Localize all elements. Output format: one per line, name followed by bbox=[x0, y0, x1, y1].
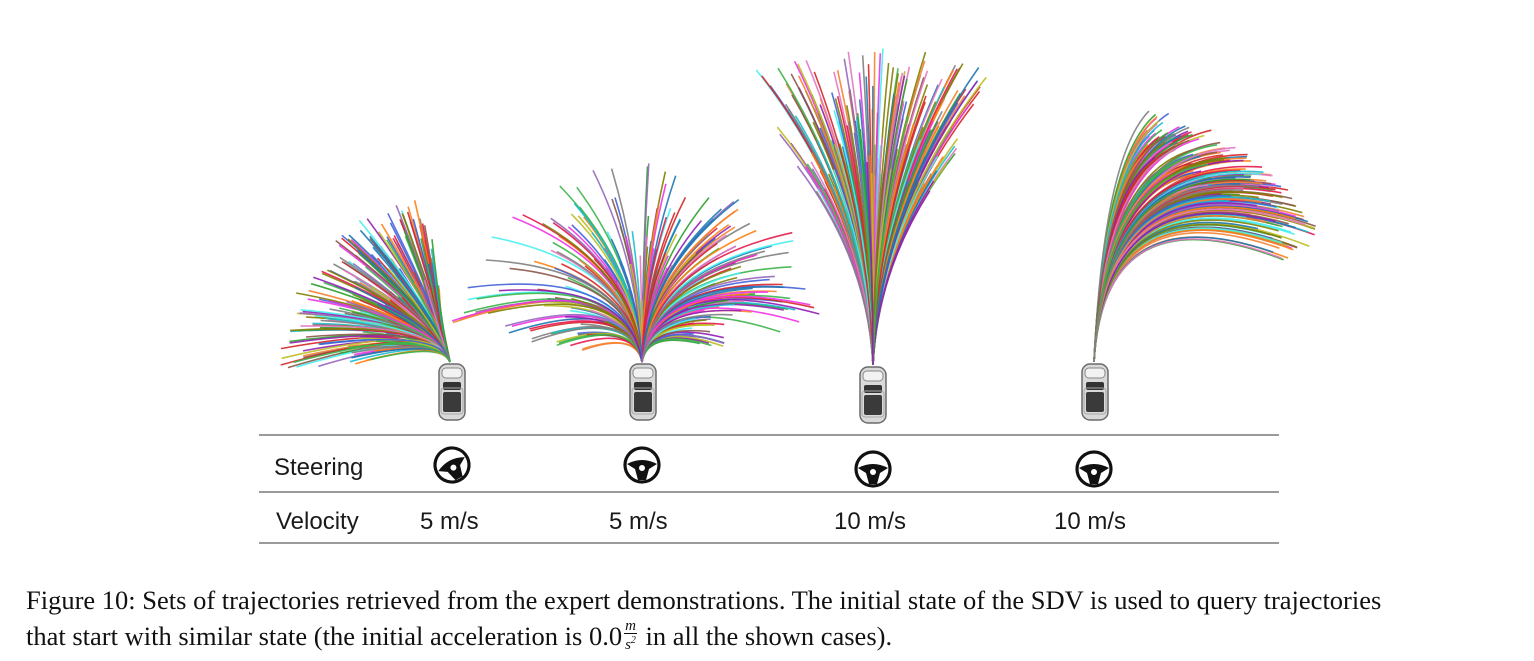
row-label-steering: Steering bbox=[274, 454, 363, 481]
trajectory-line bbox=[1093, 184, 1259, 363]
trajectory-line bbox=[641, 250, 766, 363]
velocity-value-1: 5 m/s bbox=[420, 508, 479, 535]
trajectory-line bbox=[641, 313, 733, 363]
trajectory-line bbox=[542, 222, 643, 363]
vehicle-1 bbox=[438, 363, 466, 421]
acceleration-unit: m s2 bbox=[624, 617, 637, 653]
trajectory-line bbox=[498, 289, 643, 363]
trajectory-line bbox=[1093, 135, 1166, 363]
trajectory-line bbox=[641, 295, 811, 363]
row-label-velocity: Velocity bbox=[276, 508, 359, 535]
trajectory-line bbox=[376, 340, 451, 363]
vehicle-2 bbox=[629, 363, 657, 421]
velocity-value-3: 10 m/s bbox=[834, 508, 906, 535]
trajectory-line bbox=[866, 161, 874, 366]
steering-wheel-straight-icon bbox=[623, 446, 661, 484]
trajectory-line bbox=[815, 190, 874, 366]
steering-wheel-straight-icon bbox=[1075, 450, 1113, 488]
caption-line-2-start: that start with similar state (the initi… bbox=[26, 621, 589, 651]
trajectory-figure: Steering Velocity 5 m/s 5 m/s 10 m/s 10 … bbox=[259, 48, 1316, 544]
trajectory-line bbox=[641, 216, 668, 363]
trajectory-line bbox=[558, 333, 643, 363]
steering-wheel-turned-left-icon bbox=[427, 440, 477, 490]
vehicle-3 bbox=[859, 366, 887, 424]
caption-line-2: that start with similar state (the initi… bbox=[26, 618, 1516, 655]
trajectory-line bbox=[813, 71, 874, 366]
trajectory-line bbox=[641, 218, 715, 363]
trajectory-line bbox=[872, 67, 895, 366]
figure-caption: Figure 10: Sets of trajectories retrieve… bbox=[26, 582, 1516, 655]
caption-line-2-end: in all the shown cases). bbox=[638, 621, 893, 651]
trajectory-line bbox=[619, 261, 643, 363]
trajectory-line bbox=[872, 115, 909, 366]
vehicle-4 bbox=[1081, 363, 1109, 421]
caption-line-1: Figure 10: Sets of trajectories retrieve… bbox=[26, 585, 1382, 615]
acceleration-value: 0.0 bbox=[588, 621, 623, 651]
steering-wheel-straight-icon bbox=[854, 450, 892, 488]
trajectory-line bbox=[339, 256, 451, 363]
velocity-value-2: 5 m/s bbox=[609, 508, 668, 535]
trajectory-fans bbox=[280, 48, 1316, 369]
velocity-value-4: 10 m/s bbox=[1054, 508, 1126, 535]
trajectory-line bbox=[504, 313, 643, 363]
